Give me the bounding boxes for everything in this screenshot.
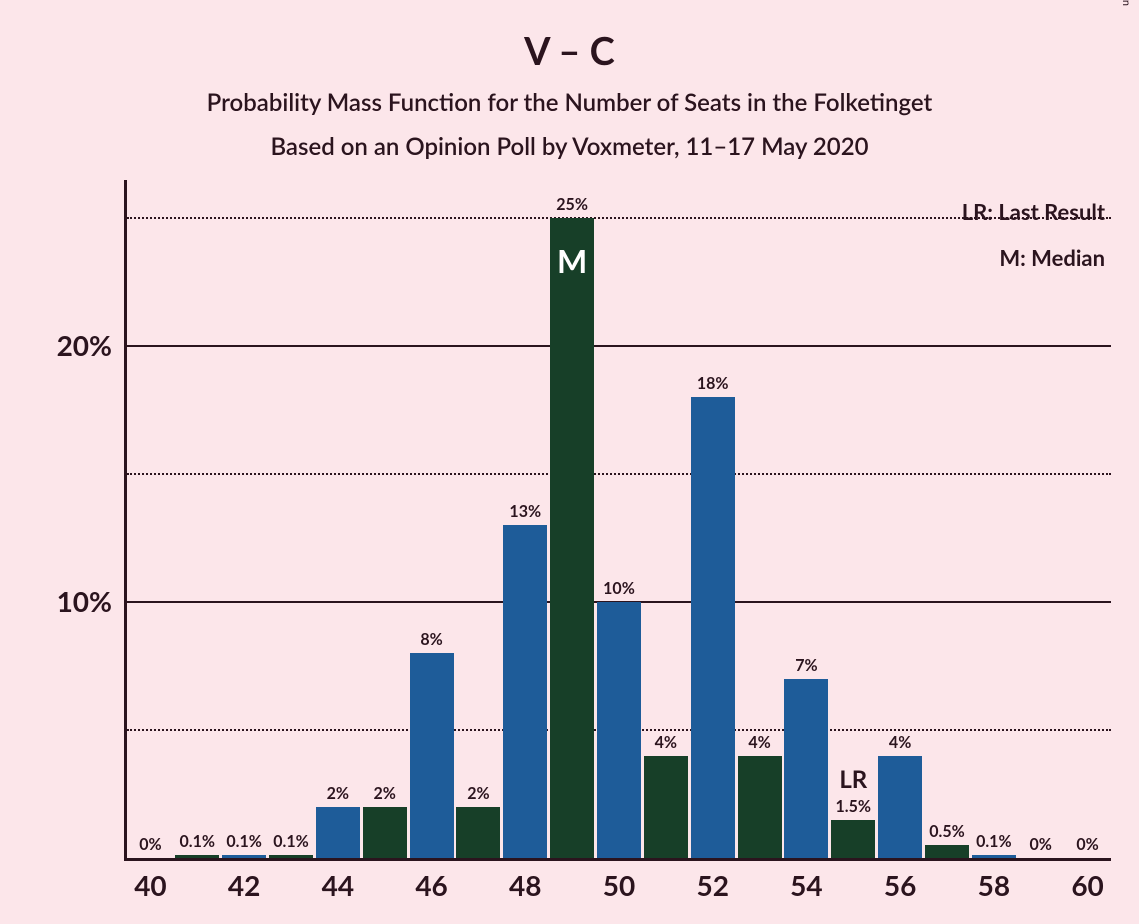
bar: [456, 807, 500, 858]
bar-value-label: 2%: [449, 784, 507, 803]
bar-value-label: 4%: [637, 733, 695, 752]
bar-value-label: 25%: [543, 195, 601, 214]
x-tick-label: 40: [120, 868, 180, 902]
bar: [644, 756, 688, 858]
x-tick-label: 50: [589, 868, 649, 902]
bar: [410, 653, 454, 858]
chart-title: V – C: [0, 28, 1139, 74]
bar-marker-label: LR: [831, 765, 875, 794]
bar: [503, 525, 547, 858]
x-tick-label: 60: [1058, 868, 1118, 902]
bar: [597, 602, 641, 858]
bar: [550, 218, 594, 858]
x-tick-label: 42: [214, 868, 274, 902]
bar: [691, 397, 735, 858]
legend-label: LR: Last Result: [885, 198, 1105, 225]
chart-canvas: V – C Probability Mass Function for the …: [0, 0, 1139, 924]
gridline: [127, 345, 1111, 347]
x-tick-label: 46: [402, 868, 462, 902]
bar: [784, 679, 828, 858]
bar-marker-label: M: [550, 241, 594, 280]
bar: [878, 756, 922, 858]
bar-value-label: 13%: [496, 502, 554, 521]
plot-area: 0%0.1%0.1%0.1%2%2%8%2%13%25%M10%4%18%4%7…: [127, 180, 1111, 858]
bar-value-label: 4%: [871, 733, 929, 752]
bar-value-label: 4%: [731, 733, 789, 752]
copyright-label: © 2020 Filip van Laenen: [1120, 0, 1133, 6]
x-tick-label: 54: [776, 868, 836, 902]
y-tick-label: 10%: [32, 584, 112, 618]
y-tick-label: 20%: [32, 328, 112, 362]
bar-value-label: 0%: [1059, 835, 1117, 854]
chart-subtitle-1: Probability Mass Function for the Number…: [0, 88, 1139, 117]
legend-label: M: Median: [885, 244, 1105, 271]
bar-value-label: 0.1%: [262, 832, 320, 851]
bar: [363, 807, 407, 858]
bar: [831, 820, 875, 858]
gridline: [127, 473, 1111, 475]
bar: [316, 807, 360, 858]
bar-value-label: 7%: [777, 656, 835, 675]
bar-value-label: 8%: [403, 630, 461, 649]
x-tick-label: 44: [308, 868, 368, 902]
bar: [925, 845, 969, 858]
x-tick-label: 56: [870, 868, 930, 902]
chart-subtitle-2: Based on an Opinion Poll by Voxmeter, 11…: [0, 132, 1139, 161]
x-tick-label: 48: [495, 868, 555, 902]
bar: [738, 756, 782, 858]
bar-value-label: 18%: [684, 374, 742, 393]
x-axis: [124, 858, 1111, 861]
x-tick-label: 52: [683, 868, 743, 902]
bar-value-label: 2%: [356, 784, 414, 803]
bar-value-label: 10%: [590, 579, 648, 598]
bar-value-label: 1.5%: [824, 797, 882, 816]
y-axis: [124, 180, 127, 861]
x-tick-label: 58: [964, 868, 1024, 902]
